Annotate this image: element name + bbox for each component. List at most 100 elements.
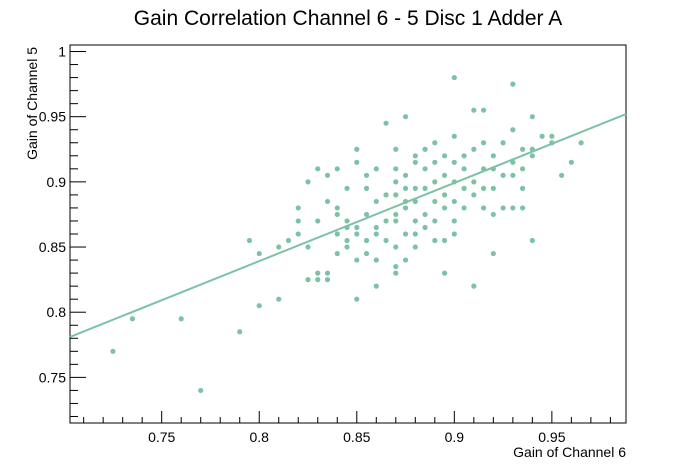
data-point [344, 224, 350, 231]
data-points [110, 74, 584, 394]
data-point [334, 166, 340, 172]
data-point [422, 166, 428, 172]
data-point [344, 185, 350, 191]
data-point [432, 237, 438, 244]
data-point [471, 107, 477, 113]
data-point [363, 211, 370, 218]
data-point [549, 133, 555, 139]
data-point [178, 316, 184, 322]
data-point [305, 179, 311, 185]
data-point [295, 231, 301, 237]
data-point [422, 185, 428, 191]
data-point [510, 205, 516, 211]
data-point [324, 172, 331, 178]
data-point [412, 185, 418, 191]
y-tick-label: 0.75 [39, 369, 66, 385]
data-point [373, 224, 379, 231]
data-point [393, 218, 399, 224]
data-point [393, 270, 399, 276]
data-point [451, 231, 457, 237]
data-point [490, 185, 496, 191]
data-point [461, 205, 467, 211]
data-point [480, 140, 487, 146]
data-point [520, 185, 526, 191]
data-point [363, 172, 370, 178]
plot-frame [69, 44, 627, 424]
data-point [276, 244, 282, 250]
data-point [422, 224, 428, 231]
data-point [441, 237, 448, 244]
data-point [237, 329, 243, 335]
data-point [510, 127, 516, 133]
data-point [363, 250, 370, 257]
data-point [451, 74, 457, 81]
data-point [529, 153, 535, 159]
data-point [334, 231, 340, 237]
data-point [393, 179, 399, 185]
data-point [559, 172, 565, 178]
data-point [490, 153, 496, 159]
data-point [500, 140, 506, 146]
data-point [568, 159, 574, 165]
data-point [344, 244, 350, 250]
x-tick-label: 0.9 [445, 429, 465, 445]
data-point [461, 153, 467, 159]
data-point [334, 211, 340, 218]
data-point [383, 237, 389, 244]
data-point [363, 185, 370, 191]
data-point [422, 146, 428, 152]
data-point [500, 172, 506, 178]
data-point [315, 277, 321, 283]
data-point [393, 166, 399, 172]
data-point [529, 146, 535, 152]
data-point [393, 146, 399, 152]
data-point [432, 198, 438, 205]
data-point [373, 257, 379, 263]
data-point [393, 211, 399, 218]
data-point [402, 114, 409, 120]
data-point [305, 277, 311, 283]
data-point [432, 159, 438, 165]
data-point [383, 218, 389, 224]
data-point [354, 231, 360, 237]
plot-frame-rect [69, 44, 627, 424]
data-point [383, 192, 389, 198]
data-point [441, 172, 448, 178]
data-point [324, 277, 331, 283]
data-point [334, 250, 340, 257]
data-point [412, 218, 418, 224]
data-point [480, 185, 487, 191]
data-point [451, 133, 457, 139]
data-point [529, 237, 535, 244]
data-point [412, 198, 418, 205]
data-point [412, 159, 418, 165]
data-point [412, 231, 418, 237]
data-point [441, 270, 448, 276]
data-point [451, 179, 457, 185]
data-point [363, 237, 370, 244]
data-point [354, 146, 360, 152]
data-point [393, 263, 399, 270]
data-point [383, 120, 389, 126]
data-point [305, 244, 311, 250]
y-tick-label: 0.85 [39, 239, 66, 255]
data-point [510, 81, 516, 87]
data-point [402, 231, 409, 237]
data-point [315, 270, 321, 276]
y-tick-label: 0.9 [47, 174, 67, 190]
x-tick-label: 0.8 [250, 429, 270, 445]
data-point [324, 198, 331, 205]
data-point [373, 166, 379, 172]
chart-title: Gain Correlation Channel 6 - 5 Disc 1 Ad… [134, 7, 562, 30]
data-point [354, 296, 360, 302]
y-tick-label: 0.95 [39, 109, 66, 125]
y-axis: 0.75 0.8 0.85 0.9 0.95 1 [39, 44, 86, 417]
data-point [578, 140, 584, 146]
data-point [471, 192, 477, 198]
data-point [402, 172, 409, 178]
data-point [315, 166, 321, 172]
data-point [480, 107, 487, 113]
y-axis-title: Gain of Channel 5 [24, 47, 40, 160]
data-point [324, 270, 331, 276]
data-point [480, 205, 487, 211]
